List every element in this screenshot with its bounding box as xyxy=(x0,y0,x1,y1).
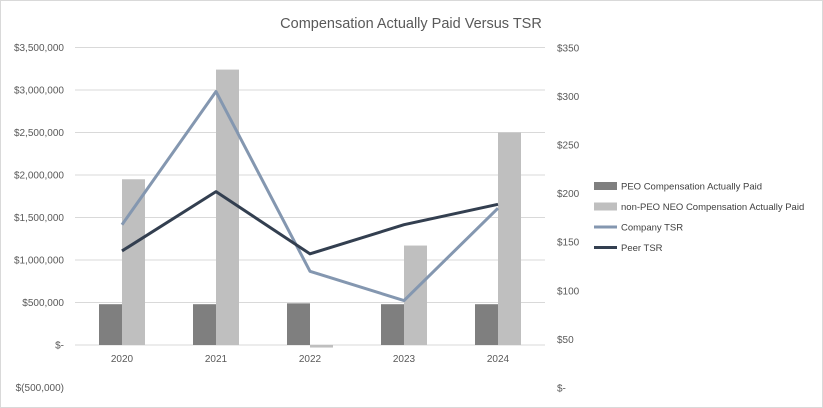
gridlines xyxy=(75,47,545,346)
legend-swatch xyxy=(594,182,617,190)
left-axis-tick-label: $2,500,000 xyxy=(14,128,64,139)
left-axis-tick-label: $- xyxy=(55,341,64,352)
non-peo-bar xyxy=(404,245,427,345)
x-axis-category-label: 2023 xyxy=(393,354,416,365)
lines xyxy=(120,90,500,303)
peer-tsr-line xyxy=(121,190,499,256)
x-axis-category-label: 2022 xyxy=(299,354,322,365)
left-axis-tick-label: $3,500,000 xyxy=(14,43,64,54)
legend-label: non-PEO NEO Compensation Actually Paid xyxy=(621,202,804,213)
right-axis-tick-label: $50 xyxy=(557,335,574,346)
x-axis-category-label: 2020 xyxy=(111,354,134,365)
right-axis-tick-label: $100 xyxy=(557,286,580,297)
legend: PEO Compensation Actually Paid non-PEO NE… xyxy=(594,182,804,254)
peo-bar xyxy=(381,304,404,345)
peo-bar xyxy=(287,303,310,345)
bars xyxy=(99,69,521,348)
non-peo-bar xyxy=(216,69,239,345)
right-axis-tick-label: $300 xyxy=(557,92,580,103)
chart-title: Compensation Actually Paid Versus TSR xyxy=(280,16,542,32)
left-axis-tick-label: $1,000,000 xyxy=(14,256,64,267)
x-axis-category-label: 2021 xyxy=(205,354,228,365)
right-axis-tick-label: $350 xyxy=(557,43,580,54)
non-peo-bar xyxy=(310,345,333,348)
peo-bar xyxy=(475,304,498,345)
left-axis-tick-label: $1,500,000 xyxy=(14,213,64,224)
legend-label: PEO Compensation Actually Paid xyxy=(621,182,762,193)
non-peo-bar xyxy=(122,179,145,345)
non-peo-bar xyxy=(498,132,521,345)
left-axis-tick-label: $500,000 xyxy=(22,298,64,309)
peo-bar xyxy=(193,304,216,345)
right-axis-tick-label: $200 xyxy=(557,189,580,200)
legend-swatch xyxy=(594,202,617,211)
x-axis-category-label: 2024 xyxy=(487,354,510,365)
right-axis-ticks: $- $50 $100 $150 $200 $250 $300 $350 xyxy=(557,43,580,394)
left-axis-tick-label: $3,000,000 xyxy=(14,86,64,97)
category-labels: 2020 2021 2022 2023 2024 xyxy=(111,354,510,365)
left-axis-ticks: $(500,000) $- $500,000 $1,000,000 $1,500,000… xyxy=(14,43,64,394)
legend-label: Peer TSR xyxy=(621,243,663,254)
right-axis-tick-label: $150 xyxy=(557,238,580,249)
peo-bar xyxy=(99,304,122,345)
right-axis-tick-label: $- xyxy=(557,384,566,395)
right-axis-tick-label: $250 xyxy=(557,141,580,152)
left-axis-tick-label: $(500,000) xyxy=(16,383,64,394)
left-axis-tick-label: $2,000,000 xyxy=(14,171,64,182)
company-tsr-line xyxy=(120,90,500,303)
legend-label: Company TSR xyxy=(621,223,683,234)
